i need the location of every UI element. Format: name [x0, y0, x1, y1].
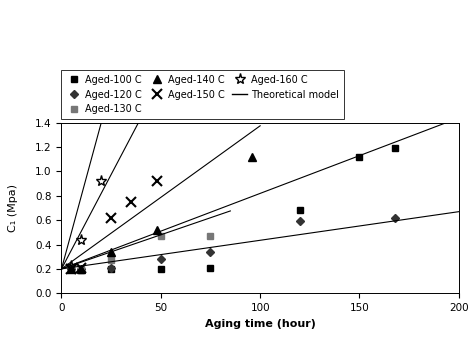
Legend: Aged-100 C, Aged-120 C, Aged-130 C, Aged-140 C, Aged-150 C, Aged-160 C, Theoreti: Aged-100 C, Aged-120 C, Aged-130 C, Aged… — [61, 70, 343, 119]
Y-axis label: C₁ (Mpa): C₁ (Mpa) — [8, 184, 18, 232]
X-axis label: Aging time (hour): Aging time (hour) — [205, 318, 315, 328]
